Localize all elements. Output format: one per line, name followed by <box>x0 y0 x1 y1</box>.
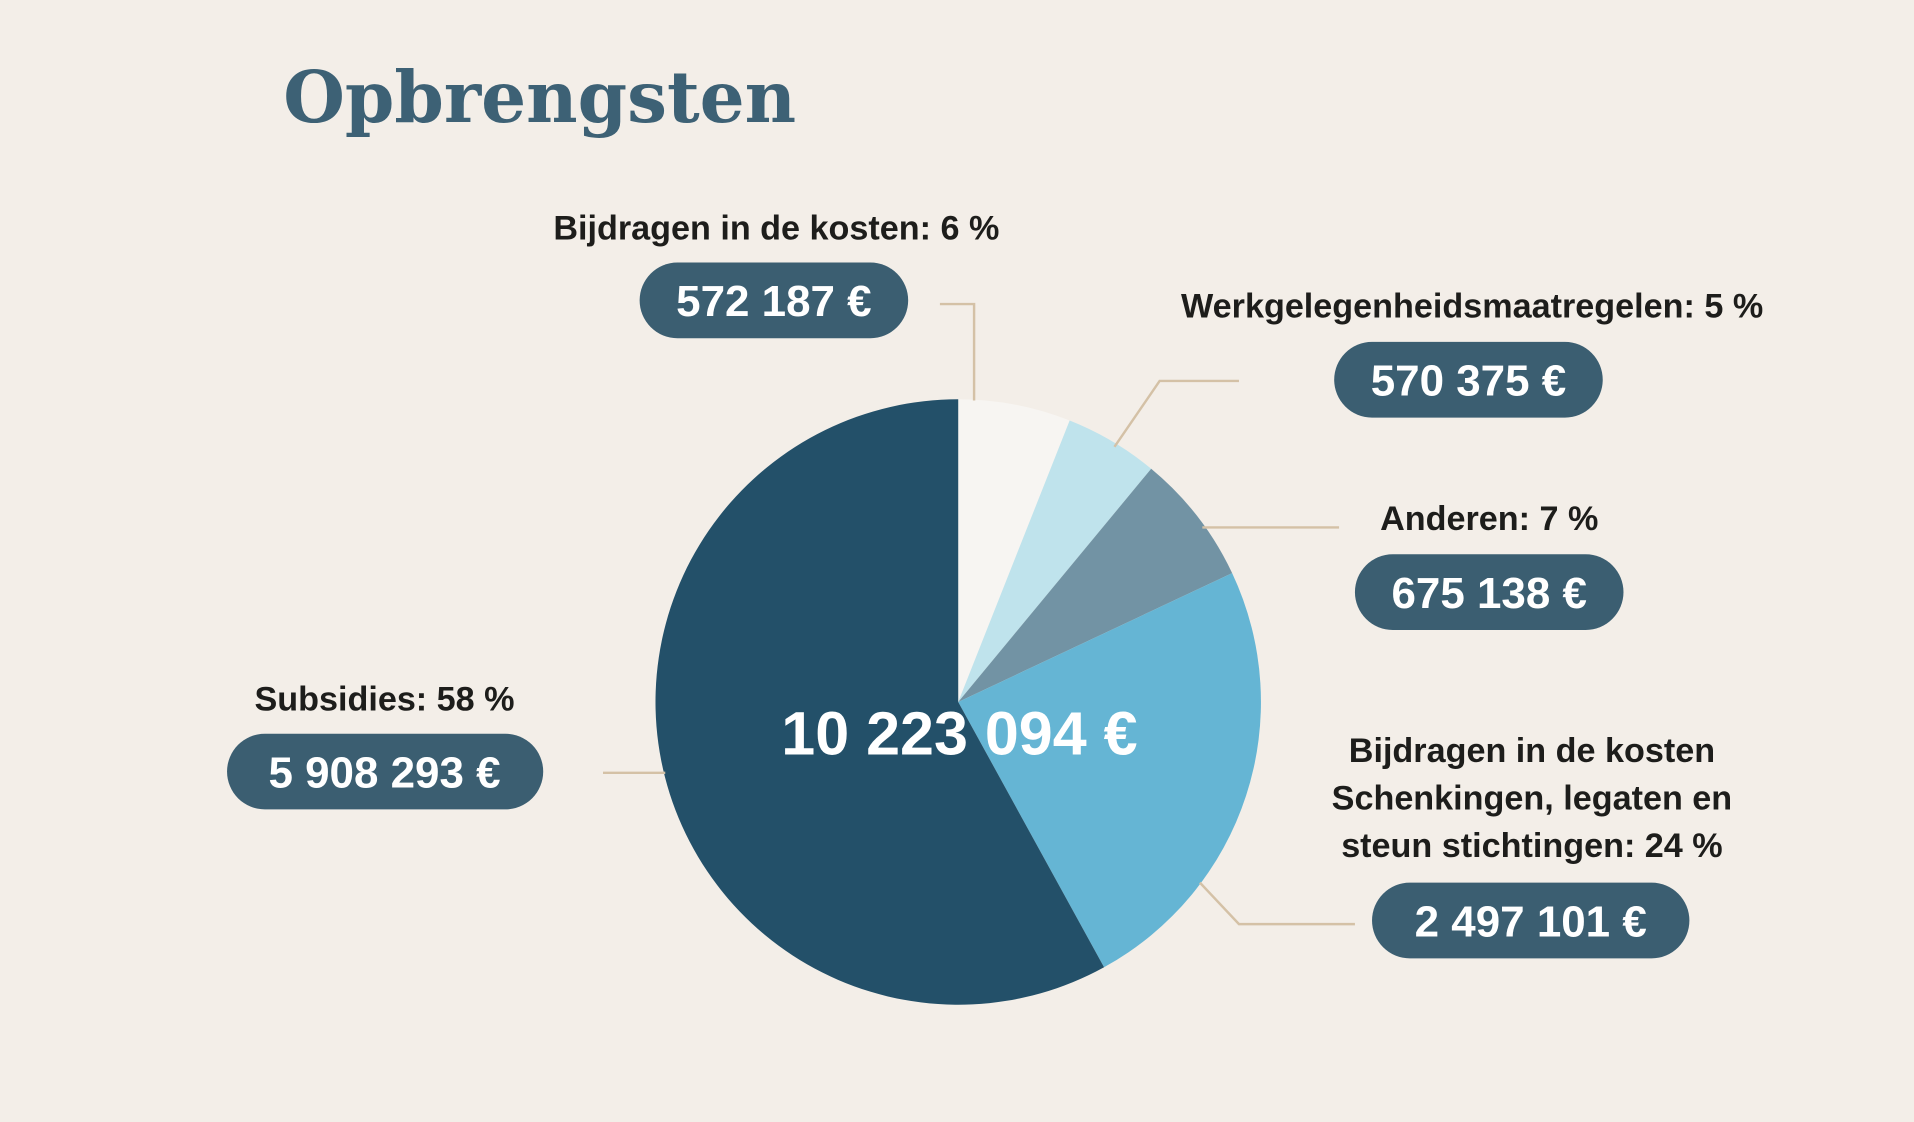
value-label-4: 5 908 293 € <box>268 748 500 797</box>
slice-label-1: Werkgelegenheidsmaatregelen: 5 % <box>1181 287 1763 325</box>
value-label-2: 675 138 € <box>1391 569 1586 618</box>
value-label-0: 572 187 € <box>676 277 871 326</box>
pie-slice-1 <box>958 420 1152 702</box>
slice-label-0: Bijdragen in de kosten: 6 % <box>553 209 999 247</box>
leader-line-0 <box>939 302 976 401</box>
pie-slice-3 <box>958 573 1261 968</box>
value-label-3: 2 497 101 € <box>1415 897 1647 946</box>
total-label: 10 223 094 € <box>781 699 1137 767</box>
leader-line-3 <box>1199 881 1355 926</box>
value-pill-4 <box>227 733 544 810</box>
slice-label-3-line-3: steun stichtingen: 24 % <box>1341 827 1722 865</box>
value-pill-1 <box>1334 341 1603 418</box>
value-label-1: 570 375 € <box>1371 357 1566 406</box>
slice-label-3-line-1: Bijdragen in de kosten <box>1349 732 1715 770</box>
pie-slice-0 <box>958 399 1070 702</box>
value-pill-0 <box>639 262 909 339</box>
pie-slice-4 <box>655 399 1105 1005</box>
slice-label-2: Anderen: 7 % <box>1380 500 1598 538</box>
value-pill-3 <box>1372 882 1690 959</box>
slice-label-4: Subsidies: 58 % <box>254 681 514 719</box>
value-pill-2 <box>1354 554 1624 630</box>
slice-label-3-line-2: Schenkingen, legaten en <box>1332 779 1733 817</box>
pie <box>655 399 1261 1005</box>
pie-slice-2 <box>958 468 1233 702</box>
chart-title: Opbrengsten <box>283 56 796 139</box>
leader-line-1 <box>1113 379 1239 448</box>
